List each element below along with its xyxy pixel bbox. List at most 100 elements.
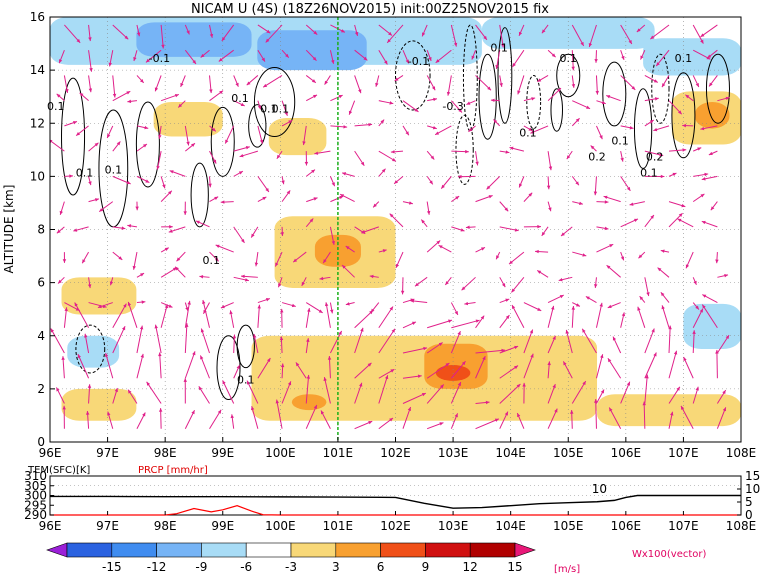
- wind-vector-head: [607, 358, 612, 363]
- wind-vector-head: [284, 111, 288, 116]
- wind-vector-head: [490, 98, 495, 103]
- wind-vector-head: [327, 356, 332, 360]
- wind-vector-head: [433, 97, 437, 102]
- wind-vector-head: [265, 298, 270, 302]
- wind-vector: [588, 24, 597, 48]
- contour-line: [455, 114, 474, 185]
- wind-vector-head: [457, 331, 461, 336]
- wind-vector-head: [360, 327, 364, 332]
- wind-vector-head: [471, 55, 475, 60]
- wind-vector-head: [124, 35, 129, 40]
- wind-vector-head: [82, 259, 86, 264]
- wind-vector: [160, 24, 164, 49]
- wind-vector-head: [73, 121, 77, 125]
- wind-vector-head: [464, 301, 469, 306]
- wind-vector-head: [127, 99, 132, 104]
- wind-vector-head: [626, 186, 631, 191]
- surface-x-tick-label: 98E: [154, 519, 177, 533]
- wind-vector-head: [77, 354, 81, 359]
- contour-line: [526, 74, 542, 130]
- contour-label: 0.2: [588, 150, 606, 163]
- wind-vector-head: [531, 97, 536, 101]
- wind-vector-head: [670, 411, 674, 416]
- wind-vector-head: [668, 325, 672, 330]
- wind-vector: [329, 330, 343, 354]
- x-tick-label: 104E: [495, 446, 526, 460]
- wind-vector: [668, 325, 671, 354]
- wind-vector: [620, 381, 631, 404]
- wind-vector-head: [682, 148, 687, 152]
- wind-vector-head: [183, 211, 187, 215]
- wind-vector-head: [94, 142, 99, 147]
- wind-vector-head: [202, 300, 206, 304]
- wind-vector: [74, 302, 90, 329]
- wind-vector: [644, 374, 648, 404]
- surface-x-tick-label: 104E: [495, 519, 526, 533]
- surface-right-tick-label: 15: [745, 469, 760, 483]
- wind-vector: [692, 330, 695, 354]
- contour-line: [210, 106, 235, 177]
- wind-vector: [378, 328, 396, 354]
- tem-label: TEM(SFC)[K]: [27, 465, 90, 476]
- wind-vector-head: [461, 286, 466, 291]
- wind-vector-head: [552, 335, 556, 340]
- wind-vector-head: [158, 408, 163, 412]
- wind-vector-head: [215, 244, 220, 248]
- wind-vector-head: [288, 120, 293, 124]
- wind-vector: [571, 380, 587, 404]
- wind-vector-head: [64, 307, 68, 312]
- wind-vector-head: [384, 60, 388, 65]
- wind-vector-head: [600, 354, 604, 359]
- wind-vector-head: [438, 342, 443, 346]
- wind-vector-head: [361, 230, 366, 234]
- wind-vector-head: [394, 77, 399, 81]
- wind-vector-head: [126, 91, 131, 95]
- wind-vector-head: [407, 406, 412, 411]
- wind-vector-head: [509, 146, 514, 151]
- wind-vector-head: [458, 108, 462, 113]
- wind-vector-head: [651, 328, 655, 333]
- wind-vector-head: [575, 181, 579, 186]
- wind-vector-head: [511, 305, 516, 310]
- wind-vector-head: [195, 220, 200, 224]
- wind-vector-head: [185, 307, 189, 312]
- wind-vector: [523, 329, 534, 354]
- wind-vector-head: [338, 330, 342, 335]
- wind-vector-head: [518, 183, 523, 188]
- wind-vector-head: [429, 180, 433, 185]
- wind-vector-head: [621, 55, 625, 60]
- wind-vector-head: [112, 93, 117, 98]
- shaded-region-1: [136, 22, 252, 57]
- colorbar-box: [380, 542, 426, 558]
- wind-vector: [450, 360, 466, 379]
- wind-vector-head: [629, 126, 634, 130]
- wind-vector-head: [488, 195, 493, 199]
- wind-vector-head: [487, 86, 492, 91]
- wind-vector-head: [600, 389, 605, 394]
- wind-vector-head: [104, 352, 109, 357]
- wind-vector-head: [702, 294, 707, 298]
- wind-vector-head: [338, 95, 343, 99]
- wind-vector-head: [287, 381, 292, 386]
- wind-vector-head: [88, 37, 92, 42]
- wind-vector: [511, 304, 525, 329]
- surface-x-axis: 96E 97E 98E 99E 100E 101E 102E 103E 104E 105E 106E…: [39, 511, 756, 533]
- wind-vector-head: [253, 334, 257, 338]
- wind-vector: [716, 349, 718, 379]
- wind-vector: [202, 299, 210, 328]
- contour-line: [248, 104, 267, 148]
- wind-vector-head: [391, 328, 396, 333]
- wind-vector: [184, 323, 188, 354]
- wind-vector-head: [307, 308, 311, 312]
- wind-vector-head: [254, 262, 259, 267]
- shaded-region-17: [61, 388, 137, 421]
- wind-vector-head: [557, 88, 561, 92]
- wind-vector-head: [265, 188, 269, 192]
- wind-vector-head: [621, 312, 626, 317]
- contour-label: 0.1: [76, 166, 94, 179]
- wind-vector-head: [238, 171, 243, 175]
- wind-vector-head: [677, 218, 682, 223]
- wind-vector-head: [475, 161, 479, 166]
- contour-label: 0.1: [675, 52, 693, 65]
